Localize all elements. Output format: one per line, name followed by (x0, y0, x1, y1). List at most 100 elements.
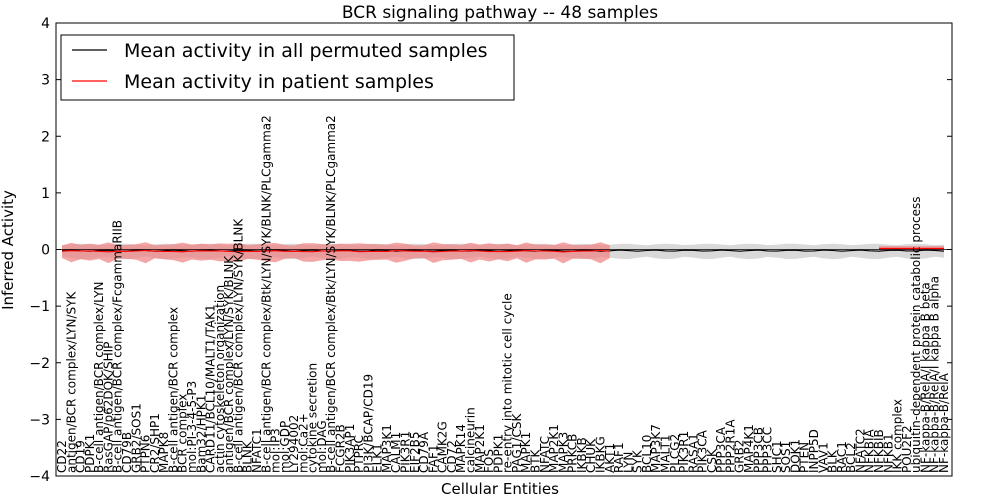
entity-label: CSK (705, 448, 719, 473)
entity-label: FCGR2B (334, 424, 348, 473)
entity-label: PI3K/BCAP/CD19 (361, 374, 375, 473)
entity-label: PDPK1 (83, 434, 97, 473)
entity-label: AKT1 (603, 443, 617, 473)
entity-label: B-cell antigen/BCR complex/LYN (92, 281, 106, 473)
entity-label: PPP2R1A (724, 419, 738, 473)
entity-label: NFKBIA (863, 428, 877, 473)
entity-label: MAP2K1 (547, 424, 561, 473)
entity-label: PPP3CA (714, 426, 728, 473)
entity-label: FAF1 (426, 444, 440, 473)
entity-label: MALT1 (659, 434, 673, 473)
entity-label: BCL10 (640, 435, 654, 473)
entity-label: mol:DAG (315, 420, 329, 473)
entity-label: IKK complex (891, 399, 905, 473)
entity-label: MAPK8 (157, 432, 171, 473)
legend-box (60, 34, 515, 101)
entity-label: CR2/SHP1 (148, 413, 162, 473)
y-axis-ticks: 4 3 2 1 0 −1 −2 −3 −4 (29, 16, 952, 485)
entity-label: CAMK2G (436, 421, 450, 473)
y-tick-label: −4 (29, 469, 50, 485)
entity-label: FOS (482, 449, 496, 473)
entity-label: MAP4K1 (742, 424, 756, 473)
entity-label: CARD11/BCL10/MALT1/TAK1 (204, 304, 218, 473)
entity-label: PTEN (798, 442, 812, 473)
entity-label: PAG1/CSK (510, 413, 524, 473)
entity-label: RAC1 (835, 441, 849, 473)
y-tick-label: −3 (29, 412, 50, 428)
entity-label: PLCG2 (668, 434, 682, 473)
entity-label: BCR complex (176, 394, 190, 473)
confidence-bands (62, 242, 944, 264)
entity-label: mol:GDP (278, 421, 292, 473)
entity-label: LYN (621, 452, 635, 473)
entity-label: BCL2 (844, 442, 858, 473)
entity-label: ubiquitin-dependent protein catabolic pr… (909, 197, 923, 473)
entity-label: MAP3K1 (380, 424, 394, 473)
entity-label: mol:PI-3-4-5-P3 (185, 381, 199, 473)
entity-label: CD22 (55, 440, 69, 473)
entity-label: NF-kappa-B/RelA/I kappa B alpha (928, 276, 942, 473)
entity-label: POU2F2 (900, 425, 914, 473)
entity-label: LY294002 (287, 415, 301, 473)
entity-label: NFATC2 (853, 428, 867, 473)
entity-label: NFKB1 (881, 433, 895, 473)
chart-title: BCR signaling pathway -- 48 samples (342, 3, 658, 23)
legend-label-patient: Mean activity in patient samples (124, 71, 434, 93)
entity-label: CD79B (120, 432, 134, 473)
entity-label: MAP3K7 (649, 424, 663, 473)
y-tick-label: 3 (41, 73, 50, 89)
legend: Mean activity in all permuted samples Me… (60, 34, 515, 101)
entity-label: CALM1 (389, 432, 403, 473)
entity-label: RASA1 (686, 433, 700, 473)
entity-label: B-cell antigen/BCR complex/LYN/SYK/BLNK (231, 218, 245, 473)
entity-label: actin cytoskeleton organization (213, 285, 227, 473)
entity-label: mol:Ca2+ (296, 413, 310, 473)
entity-label: DOK1 (789, 439, 803, 473)
entity-label: SYK (631, 449, 645, 473)
entity-label: B-cell antigen/BCR complex/FcgammaRIIB (111, 220, 125, 473)
entity-label: GRB2 (733, 439, 747, 473)
legend-label-permuted: Mean activity in all permuted samples (124, 40, 487, 62)
entity-label: Bam32/HPK1 (194, 395, 208, 473)
entity-label: cytokine secretion (306, 363, 320, 473)
entity-label: PRKCB (566, 434, 580, 473)
entity-label: antigen/BCR complex/LYN/SYK/BLNK (222, 255, 236, 473)
patient-mean-line (61, 249, 610, 253)
y-tick-label: 0 (41, 243, 50, 259)
entity-label: BTK (529, 448, 543, 473)
entity-label: B-cell antigen/BCR complex/Btk/LYN/SYK/B… (324, 115, 338, 473)
entity-label: BLK (826, 449, 840, 473)
entity-label: PPP3CC (761, 427, 775, 473)
y-tick-label: −2 (29, 356, 50, 372)
entity-label: PTPRC (352, 435, 366, 473)
x-axis-label: Cellular Entities (441, 480, 559, 498)
entity-label: RAF1 (612, 442, 626, 473)
entity-label: IKBKG (594, 436, 608, 473)
entity-label: MAPK1 (519, 432, 533, 473)
entity-label: IKBKB (575, 437, 589, 473)
entity-label: B-cell antigen/BCR complex/Btk/LYN/SYK/B… (259, 115, 273, 473)
entity-label: CD72 (445, 440, 459, 473)
y-tick-label: 1 (41, 186, 50, 202)
entity-label: MAPK3 (556, 432, 570, 473)
entity-label: B-cell antigen/BCR complex (166, 307, 180, 473)
entity-label: ELK1 (371, 443, 385, 473)
entity-label: mol:IP3 (269, 428, 283, 473)
entity-label: SOS1 (779, 441, 793, 473)
entity-label: INPP5D (807, 429, 821, 473)
entity-label: PTPN6 (139, 435, 153, 473)
entity-label: PIK3R1 (677, 431, 691, 473)
entity-label: VAV1 (816, 442, 830, 473)
entity-label: NF-kappa-B/RelA/I kappa B beta (918, 282, 932, 473)
entity-label: SHC1 (770, 440, 784, 473)
entity-label: calcineurin (464, 407, 478, 473)
y-tick-label: 4 (41, 16, 50, 32)
patient-band (62, 242, 610, 264)
y-axis-label: Inferred Activity (0, 190, 17, 310)
entity-label: EIF2B5 (408, 431, 422, 473)
entity-label: MAP2K1 (473, 424, 487, 473)
entity-label: PIK3CA (696, 429, 710, 473)
entity-label: NFATC (538, 436, 552, 473)
entity-label: NFKBIB (872, 429, 886, 473)
